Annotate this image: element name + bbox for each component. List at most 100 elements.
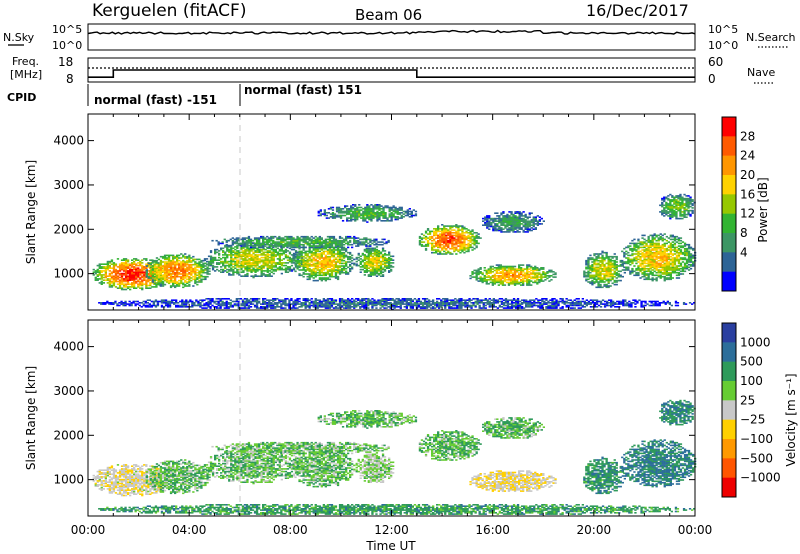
- power-cell: [649, 273, 652, 275]
- frequency-panel-frame: [87, 57, 696, 83]
- power-cell: [424, 243, 428, 246]
- power-cell: [246, 264, 249, 267]
- power-cell: [641, 234, 644, 237]
- power-cell: [332, 237, 336, 239]
- power-cell: [643, 249, 646, 251]
- power-cell: [254, 263, 257, 265]
- power-cell: [613, 255, 616, 258]
- power-cell: [373, 252, 377, 255]
- power-cell: [332, 258, 336, 261]
- power-cell: [108, 274, 111, 276]
- power-cell: [491, 265, 494, 268]
- power-cell: [473, 243, 476, 246]
- power-cell: [497, 284, 500, 286]
- power-cell: [607, 269, 610, 271]
- power-cell: [260, 266, 263, 268]
- power-cell: [268, 241, 271, 243]
- power-cell: [248, 247, 251, 250]
- power-cell: [653, 249, 656, 251]
- power-cell: [383, 264, 387, 267]
- power-cell: [611, 255, 614, 258]
- power-cell: [114, 270, 118, 272]
- power-cell: [345, 239, 348, 242]
- power-cell: [510, 213, 513, 216]
- power-cell: [653, 243, 656, 246]
- power-cell: [250, 248, 253, 251]
- power-cell: [230, 248, 233, 251]
- power-cell: [607, 258, 610, 261]
- power-cell: [340, 241, 344, 243]
- power-cell: [262, 260, 265, 263]
- power-cell: [595, 270, 598, 273]
- power-cell: [326, 263, 330, 266]
- power-cell: [431, 237, 434, 239]
- power-cell: [274, 266, 277, 268]
- power-cell: [373, 268, 377, 271]
- power-cell: [255, 237, 259, 239]
- power-cell: [647, 277, 650, 279]
- power-cell: [238, 264, 241, 267]
- power-cell: [657, 239, 660, 242]
- power-cell: [294, 241, 297, 243]
- power-cell: [292, 252, 296, 255]
- power-cell: [248, 242, 251, 244]
- power-cell: [306, 273, 309, 275]
- power-cell: [274, 255, 277, 258]
- power-cell: [270, 266, 273, 268]
- power-cell: [388, 213, 391, 215]
- power-cell: [182, 286, 185, 289]
- power-cell: [284, 262, 288, 264]
- power-cell: [288, 235, 291, 238]
- power-cell: [530, 284, 533, 286]
- power-cell: [377, 243, 380, 246]
- power-cell: [133, 272, 136, 275]
- power-cell: [270, 235, 273, 238]
- power-cell: [530, 219, 533, 221]
- power-cell: [161, 274, 165, 277]
- power-cell: [296, 266, 299, 269]
- power-cell: [447, 246, 450, 249]
- power-cell: [326, 277, 330, 279]
- power-cell: [198, 270, 201, 273]
- power-cell: [611, 282, 614, 285]
- power-cell: [503, 280, 507, 282]
- power-cell: [597, 259, 600, 262]
- power-cell: [385, 258, 389, 260]
- power-cell: [530, 229, 533, 232]
- power-cell: [643, 258, 646, 261]
- power-cell: [320, 251, 323, 254]
- power-cell: [548, 280, 551, 282]
- power-cell: [172, 266, 175, 269]
- power-cell: [174, 281, 177, 283]
- power-cell: [245, 243, 249, 246]
- power-cell: [355, 256, 358, 259]
- power-cell: [603, 281, 606, 283]
- power-cell: [645, 245, 648, 247]
- power-cell: [188, 266, 191, 269]
- power-cell: [346, 213, 349, 215]
- power-cell: [345, 267, 348, 270]
- power-cell: [306, 275, 309, 278]
- power-cell: [441, 239, 444, 242]
- power-cell: [284, 250, 288, 252]
- power-cell: [365, 258, 368, 260]
- power-cell: [457, 228, 460, 230]
- power-cell: [328, 255, 332, 258]
- power-cell: [186, 266, 189, 269]
- power-cell: [522, 225, 525, 228]
- power-cell: [327, 208, 331, 210]
- power-cell: [143, 283, 146, 285]
- power-cell: [336, 275, 340, 278]
- power-cell: [176, 255, 179, 258]
- power-cell: [499, 279, 502, 281]
- power-cell: [256, 244, 259, 247]
- power-cell: [471, 249, 474, 251]
- power-cell: [418, 241, 422, 243]
- power-cell: [344, 214, 347, 217]
- power-cell: [633, 249, 636, 251]
- power-cell: [102, 274, 105, 276]
- power-cell: [167, 257, 171, 259]
- power-cell: [491, 268, 494, 270]
- power-cell: [441, 249, 444, 251]
- power-cell: [431, 239, 434, 242]
